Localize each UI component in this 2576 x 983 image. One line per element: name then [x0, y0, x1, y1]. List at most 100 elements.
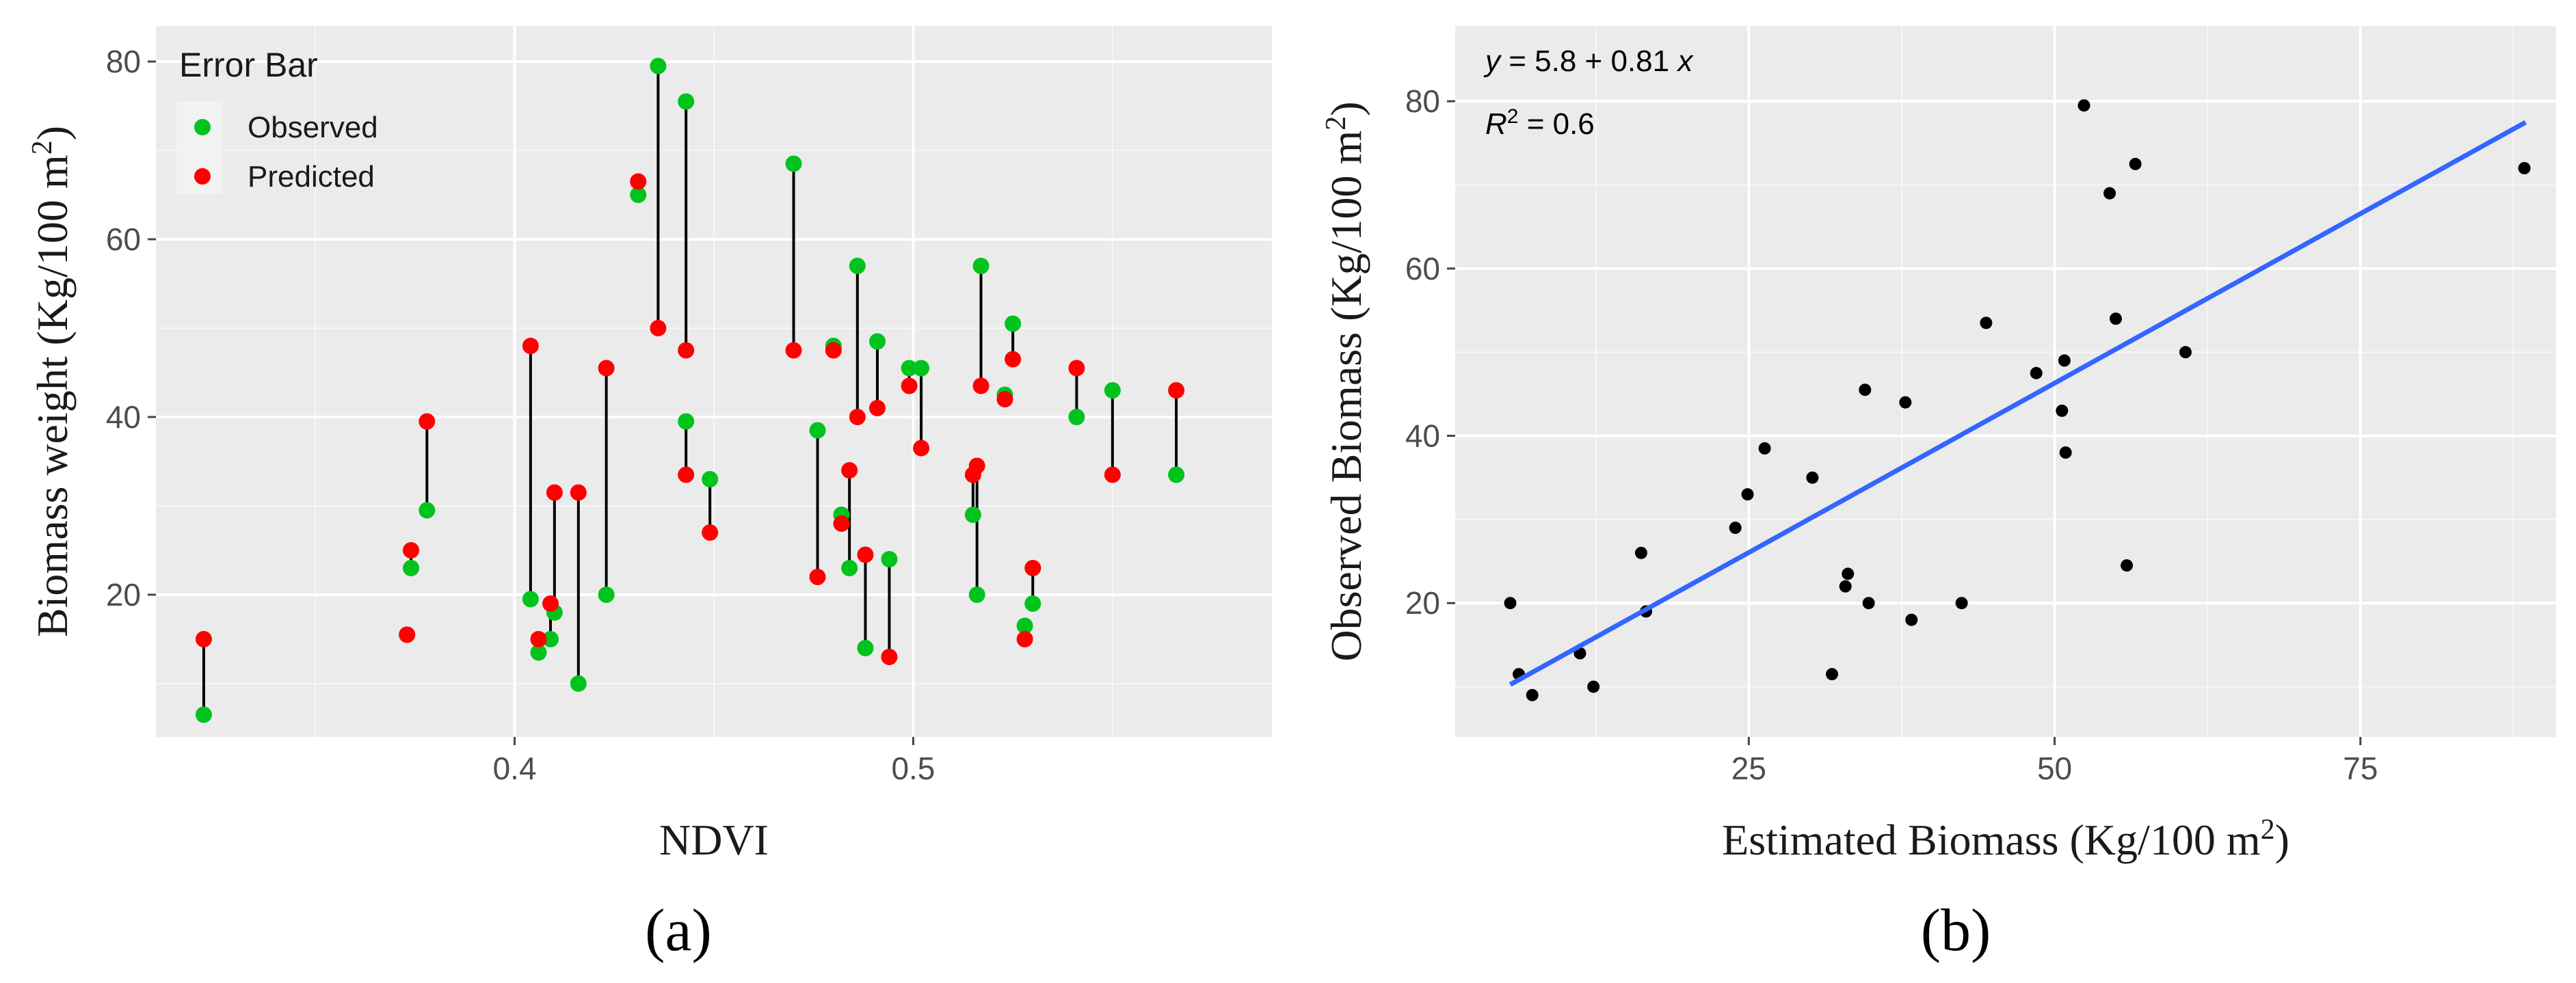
predicted-point	[785, 342, 802, 359]
predicted-point	[849, 409, 866, 425]
predicted-point	[530, 631, 547, 647]
data-point	[1526, 688, 1539, 701]
panel-b-x-tick-label-2: 75	[2343, 751, 2378, 786]
predicted-point	[841, 462, 858, 479]
observed-point	[1168, 466, 1185, 483]
predicted-point	[546, 484, 563, 501]
data-point	[2059, 446, 2072, 459]
data-point	[2121, 559, 2134, 572]
data-point	[1825, 668, 1838, 681]
legend-observed-label: Observed	[248, 111, 378, 144]
predicted-point	[1005, 351, 1022, 368]
data-point	[1859, 383, 1872, 396]
panel-a-legend: Error Bar Observed Predicted	[176, 46, 378, 194]
data-point	[1899, 396, 1912, 409]
observed-point	[913, 360, 930, 377]
observed-point	[630, 187, 647, 203]
panel-b-y-tick-label-1: 40	[1405, 418, 1440, 454]
predicted-point	[913, 440, 930, 457]
data-point	[1905, 613, 1918, 626]
predicted-point	[968, 457, 985, 474]
observed-point	[868, 333, 886, 350]
panel-a-y-tick-label-1: 40	[106, 399, 141, 435]
panel-a-gridlines	[156, 26, 1272, 737]
data-point	[2077, 99, 2090, 112]
predicted-point	[570, 484, 587, 501]
observed-point	[809, 422, 826, 439]
data-point	[1634, 546, 1647, 559]
predicted-point	[833, 515, 850, 532]
data-point	[1980, 317, 1993, 329]
predicted-point	[1016, 631, 1033, 647]
observed-point	[881, 551, 898, 567]
observed-point	[542, 631, 559, 647]
predicted-point	[972, 377, 990, 394]
observed-point	[1068, 409, 1085, 425]
predicted-point	[195, 631, 212, 647]
regression-equation: y = 5.8 + 0.81 x	[1483, 44, 1694, 78]
panel-a-predicted-points	[195, 173, 1185, 665]
panel-b-plot-area	[1455, 26, 2556, 737]
observed-point	[195, 706, 212, 723]
predicted-point	[868, 400, 886, 416]
panel-a-y-tick-label-0: 20	[106, 577, 141, 612]
data-point	[1839, 580, 1852, 593]
data-point	[1842, 567, 1855, 580]
predicted-point	[650, 320, 667, 336]
observed-point	[1005, 315, 1022, 332]
data-point	[1806, 471, 1819, 484]
panel-a-x-tick-label-0: 0.4	[493, 751, 537, 786]
data-point	[1758, 442, 1771, 455]
panel-b-y-axis-title: Observed Biomass (Kg/100 m2)	[1320, 101, 1370, 661]
predicted-point	[901, 377, 918, 394]
data-point	[2030, 366, 2043, 379]
observed-point	[650, 57, 667, 75]
predicted-point	[809, 569, 826, 585]
panel-b-x-tick-label-1: 50	[2037, 751, 2072, 786]
observed-point	[403, 560, 420, 576]
predicted-point	[1168, 382, 1185, 399]
data-point	[2058, 354, 2071, 367]
predicted-point	[598, 360, 615, 377]
observed-point	[678, 413, 695, 430]
observed-point	[1016, 617, 1033, 634]
predicted-point	[678, 342, 695, 359]
data-point	[2129, 157, 2142, 170]
predicted-point	[678, 466, 695, 483]
predicted-point	[1024, 560, 1041, 576]
panel-b-y-tick-label-2: 60	[1405, 251, 1440, 286]
panel-a-ticks: 0.4 0.5 20 40 60 80	[106, 44, 935, 786]
observed-point	[968, 587, 985, 603]
data-point	[2056, 404, 2069, 417]
panel-a-y-axis-title: Biomass weight (Kg/100 m2)	[27, 126, 77, 637]
predicted-point	[825, 342, 842, 359]
predicted-point	[399, 626, 416, 643]
predicted-point	[1068, 360, 1085, 377]
observed-point	[972, 258, 990, 274]
legend-predicted-swatch	[194, 168, 211, 185]
regression-line	[1509, 120, 2527, 687]
panel-b-caption: (b)	[1921, 898, 1991, 964]
predicted-point	[522, 338, 539, 354]
observed-point	[964, 507, 981, 523]
panel-b-y-tick-label-0: 20	[1405, 585, 1440, 621]
data-point	[2179, 346, 2192, 359]
observed-point	[419, 502, 436, 519]
panel-a-error-bars	[202, 66, 1178, 715]
observed-point	[841, 560, 858, 576]
panel-b-gridlines	[1455, 26, 2556, 737]
observed-point	[522, 591, 539, 608]
data-point	[2110, 312, 2122, 325]
observed-point	[901, 360, 918, 377]
legend-title: Error Bar	[179, 46, 318, 84]
observed-point	[598, 587, 615, 603]
data-point	[1862, 597, 1875, 610]
predicted-point	[1104, 466, 1121, 483]
observed-point	[1024, 595, 1041, 612]
predicted-point	[702, 524, 719, 541]
panel-a-y-tick-label-2: 60	[106, 221, 141, 257]
panel-b-chart: 25 50 75 20 40 60 80 y = 5.8 + 0.81 x R2 = 0.6…	[1320, 26, 2556, 964]
observed-point	[530, 644, 547, 661]
observed-point	[702, 471, 719, 487]
